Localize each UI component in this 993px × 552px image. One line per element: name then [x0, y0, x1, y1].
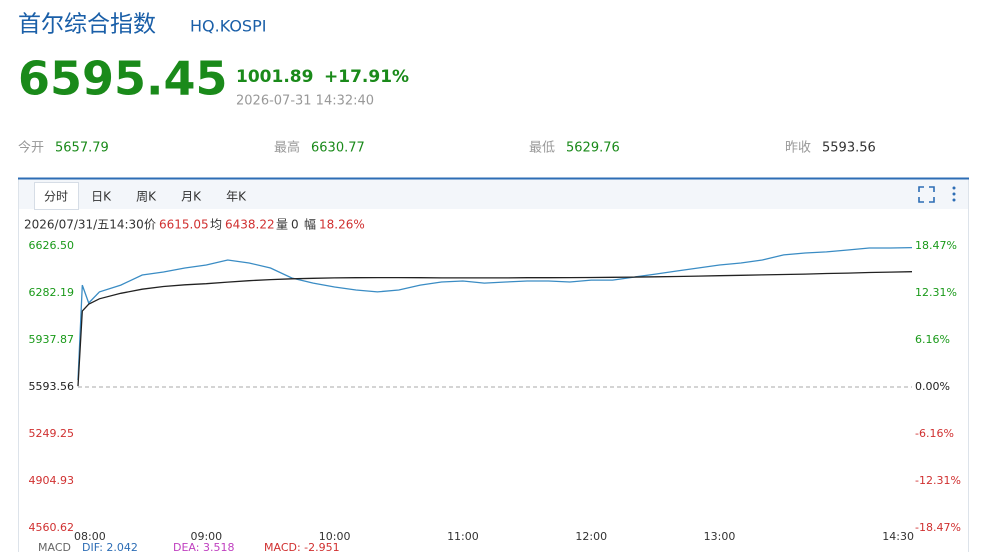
more-icon[interactable]	[952, 186, 956, 202]
macd-value: MACD: -2.951	[264, 541, 340, 552]
x-tick-label: 09:00	[190, 530, 222, 543]
y2-tick-label: 6.16%	[915, 333, 950, 346]
macd-dif: DIF: 2.042	[82, 541, 138, 552]
timestamp: 2026-07-31 14:32:40	[236, 94, 374, 109]
tab[interactable]: 年K	[226, 190, 247, 204]
info-date: 2026/07/31/五14:30	[24, 218, 144, 232]
x-tick-label: 10:00	[319, 530, 351, 543]
tab[interactable]: 月K	[181, 190, 202, 204]
stat-label: 最高	[274, 140, 300, 156]
x-tick-label: 11:00	[447, 530, 479, 543]
x-tick-label: 13:00	[704, 530, 736, 543]
x-tick-label: 12:00	[575, 530, 607, 543]
info-value: 18.26%	[319, 218, 365, 232]
macd-label: MACD	[38, 541, 71, 552]
info-value: 6438.22	[225, 218, 275, 232]
y2-tick-label: -18.47%	[915, 521, 961, 534]
stat-value: 6630.77	[311, 141, 365, 156]
stat-value: 5629.76	[566, 141, 620, 156]
stat-value: 5657.79	[55, 141, 109, 156]
y2-tick-label: 0.00%	[915, 380, 950, 393]
info-label: 量	[276, 218, 288, 232]
y2-tick-label: 18.47%	[915, 239, 957, 252]
change-pct: +17.91%	[324, 67, 409, 87]
info-label: 均	[210, 218, 222, 232]
y-tick-label: 5937.87	[29, 333, 75, 346]
index-name: 首尔综合指数	[18, 12, 156, 38]
macd-dea: DEA: 3.518	[173, 541, 234, 552]
chart-panel	[18, 178, 969, 552]
stat-label: 昨收	[785, 141, 811, 156]
active-tab	[34, 182, 79, 210]
info-value: 6615.05	[159, 218, 209, 232]
price: 6595.45	[18, 52, 228, 106]
y-tick-label: 5593.56	[29, 380, 75, 393]
y-tick-label: 4560.62	[29, 521, 75, 534]
y2-tick-label: 12.31%	[915, 286, 957, 299]
y-tick-label: 4904.93	[29, 474, 75, 487]
series-line	[77, 271, 913, 387]
info-label: 价	[144, 218, 156, 232]
stat-value: 5593.56	[822, 141, 876, 156]
stat-label: 最低	[529, 141, 555, 156]
tab[interactable]: 周K	[136, 190, 157, 204]
change: 1001.89	[236, 67, 313, 87]
info-value: 0	[291, 218, 299, 232]
info-label: 幅	[304, 217, 316, 232]
y-tick-label: 6626.50	[29, 239, 75, 252]
stat-label: 今开	[18, 140, 44, 156]
y-tick-label: 6282.19	[29, 286, 75, 299]
index-code: HQ.KOSPI	[190, 17, 266, 36]
y-tick-label: 5249.25	[29, 427, 75, 440]
y2-tick-label: -6.16%	[915, 427, 954, 440]
tab[interactable]: 日K	[91, 190, 112, 204]
x-tick-label: 08:00	[74, 530, 106, 543]
tab[interactable]: 分时	[44, 190, 68, 204]
series-line	[77, 246, 913, 381]
tab-bar	[19, 179, 968, 209]
x-tick-label: 14:30	[882, 530, 914, 543]
y2-tick-label: -12.31%	[915, 474, 961, 487]
fullscreen-icon[interactable]	[918, 186, 935, 203]
